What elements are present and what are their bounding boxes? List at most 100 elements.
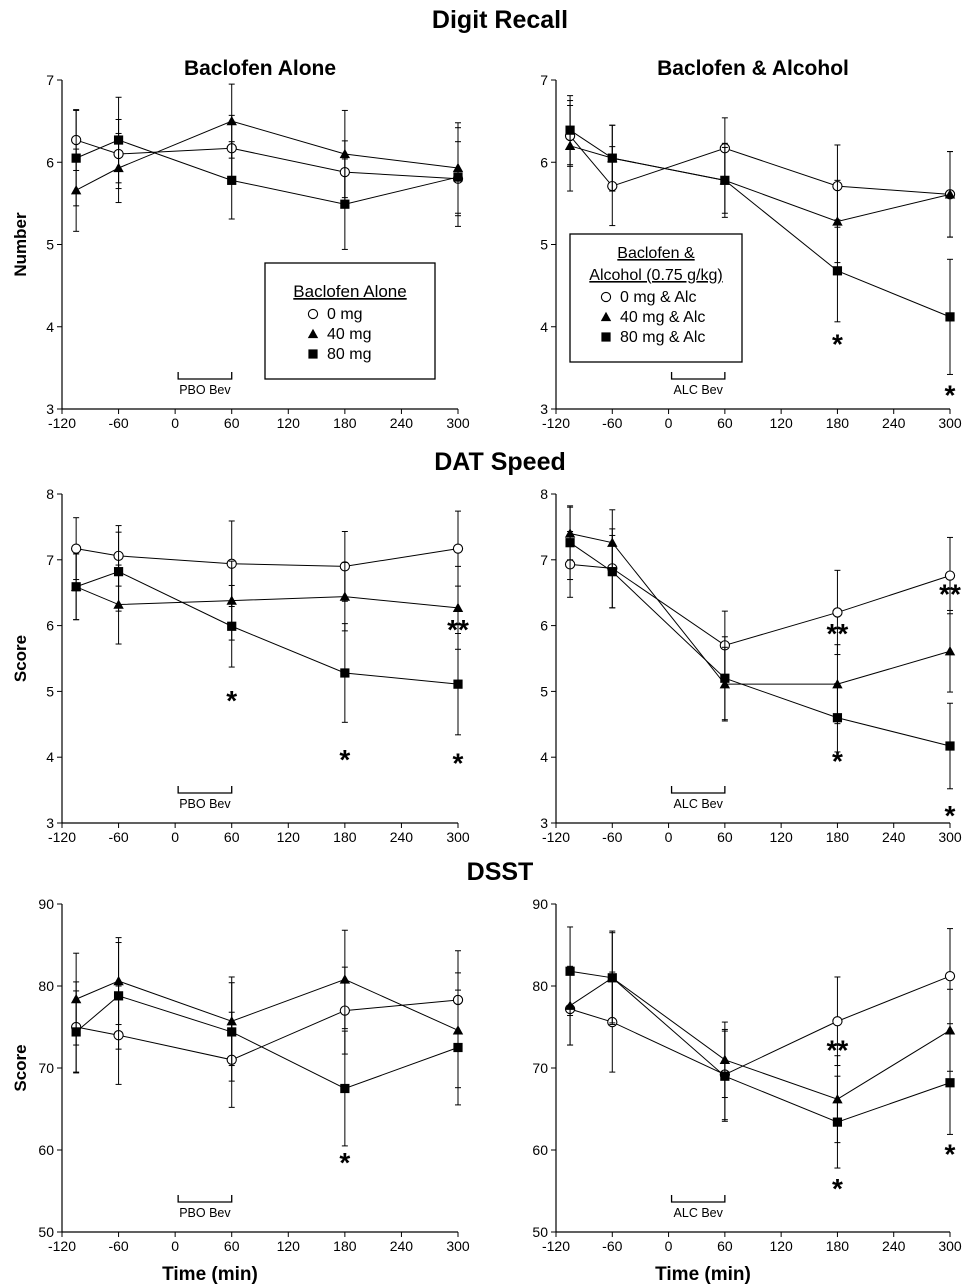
- x-tick-label: -120: [542, 415, 570, 431]
- x-tick-label: 180: [826, 415, 850, 431]
- series-line: [569, 145, 951, 222]
- y-tick-label: 3: [540, 401, 548, 417]
- beverage-label: ALC Bev: [674, 1206, 724, 1220]
- x-tick-label: -60: [108, 829, 128, 845]
- data-point: [113, 567, 124, 577]
- y-tick-label: 3: [46, 401, 54, 417]
- data-point: [452, 543, 464, 554]
- chart-panel-5: 50 60 70 80 90 -120 -60 0 60 120 180 240 300 Score Tim…: [11, 896, 470, 1285]
- series-3: [71, 531, 463, 736]
- y-tick-label: 4: [46, 319, 54, 335]
- y-tick-label: 8: [46, 486, 54, 502]
- data-point: [453, 679, 463, 689]
- series-3: [565, 926, 955, 1169]
- legend-entry-label: 0 mg & Alc: [620, 289, 696, 306]
- data-point: [945, 1078, 955, 1088]
- significance-marker: *: [945, 1139, 956, 1170]
- y-tick-label: 3: [46, 815, 54, 831]
- significance-marker: **: [939, 578, 961, 609]
- series-1: [70, 510, 464, 608]
- x-tick-label: 180: [826, 1238, 850, 1254]
- x-tick-label: -60: [108, 415, 128, 431]
- x-tick-label: 300: [446, 1238, 470, 1254]
- x-tick-label: 240: [390, 829, 414, 845]
- data-point: [720, 1071, 730, 1081]
- legend-entry-label: 80 mg: [327, 346, 371, 363]
- x-tick-label: -60: [602, 1238, 622, 1254]
- significance-marker: *: [832, 746, 843, 777]
- beverage-label: ALC Bev: [674, 797, 724, 811]
- data-point: [607, 153, 617, 163]
- chart-panel-3: 3 4 5 6 7 8 -120 -60 0 60 120 180 240 300 Score PBO Bev…: [11, 486, 470, 845]
- data-point: [565, 966, 575, 976]
- y-tick-label: 5: [46, 237, 54, 253]
- legend-title-line-1: Baclofen &: [617, 245, 695, 262]
- y-tick-label: 6: [46, 618, 54, 634]
- legend-marker: [307, 308, 319, 320]
- x-tick-label: 0: [665, 829, 673, 845]
- x-tick-label: 300: [938, 829, 962, 845]
- series-3: [565, 95, 955, 375]
- data-point: [453, 172, 463, 182]
- series-line: [75, 995, 459, 1090]
- data-point: [607, 973, 617, 983]
- x-tick-label: 60: [717, 1238, 733, 1254]
- series-line: [75, 571, 459, 685]
- series-2: [70, 929, 464, 1089]
- data-point: [832, 607, 843, 618]
- data-point: [832, 713, 843, 723]
- series-line: [75, 139, 459, 205]
- series-3: [71, 942, 463, 1147]
- series-line: [569, 977, 951, 1100]
- y-tick-label: 4: [46, 749, 54, 765]
- data-point: [565, 125, 575, 135]
- series-3: [71, 96, 463, 250]
- x-tick-label: 0: [171, 1238, 179, 1254]
- legend: Baclofen & Alcohol (0.75 g/kg) 0 mg & Alc 4…: [569, 233, 743, 363]
- legend-box: [569, 233, 743, 363]
- data-point: [71, 153, 81, 163]
- data-point: [113, 991, 124, 1001]
- significance-marker: *: [945, 380, 956, 411]
- x-tick-label: -120: [48, 415, 76, 431]
- x-tick-label: 180: [333, 1238, 357, 1254]
- significance-marker: *: [226, 685, 237, 716]
- series-3: [565, 505, 955, 790]
- y-tick-label: 90: [38, 896, 54, 912]
- x-tick-label: 0: [171, 829, 179, 845]
- significance-marker: *: [339, 1147, 350, 1178]
- x-tick-label: 240: [882, 415, 906, 431]
- beverage-bracket: [670, 1195, 726, 1203]
- data-point: [720, 175, 730, 185]
- data-point: [340, 199, 350, 209]
- y-tick-label: 7: [540, 552, 548, 568]
- x-tick-label: -60: [602, 415, 622, 431]
- series-line: [569, 532, 951, 685]
- beverage-label: PBO Bev: [179, 383, 231, 397]
- series-1: [564, 104, 956, 238]
- series-line: [570, 563, 951, 646]
- y-tick-label: 7: [46, 552, 54, 568]
- x-tick-label: 300: [938, 415, 962, 431]
- series-line: [76, 999, 459, 1061]
- chart-panel-1: Baclofen Alone 3 4 5 6 7 -120 -60 0 60 120 180 240 30…: [11, 57, 470, 431]
- y-axis-label: Score: [11, 635, 30, 682]
- y-tick-label: 6: [540, 154, 548, 170]
- y-tick-label: 5: [46, 683, 54, 699]
- data-point: [227, 1027, 237, 1037]
- y-tick-label: 6: [540, 618, 548, 634]
- significance-marker: *: [832, 329, 843, 360]
- data-point: [720, 673, 730, 683]
- legend-entry-label: 80 mg & Alc: [620, 329, 705, 346]
- beverage-bracket: [177, 786, 233, 794]
- section-title-digit-recall: Digit Recall: [432, 6, 568, 34]
- data-point: [945, 312, 955, 322]
- y-axis-label: Score: [11, 1044, 30, 1091]
- data-point: [113, 135, 124, 145]
- x-tick-label: 180: [333, 415, 357, 431]
- y-tick-label: 4: [540, 319, 548, 335]
- x-tick-label: 180: [333, 829, 357, 845]
- data-point: [339, 591, 351, 601]
